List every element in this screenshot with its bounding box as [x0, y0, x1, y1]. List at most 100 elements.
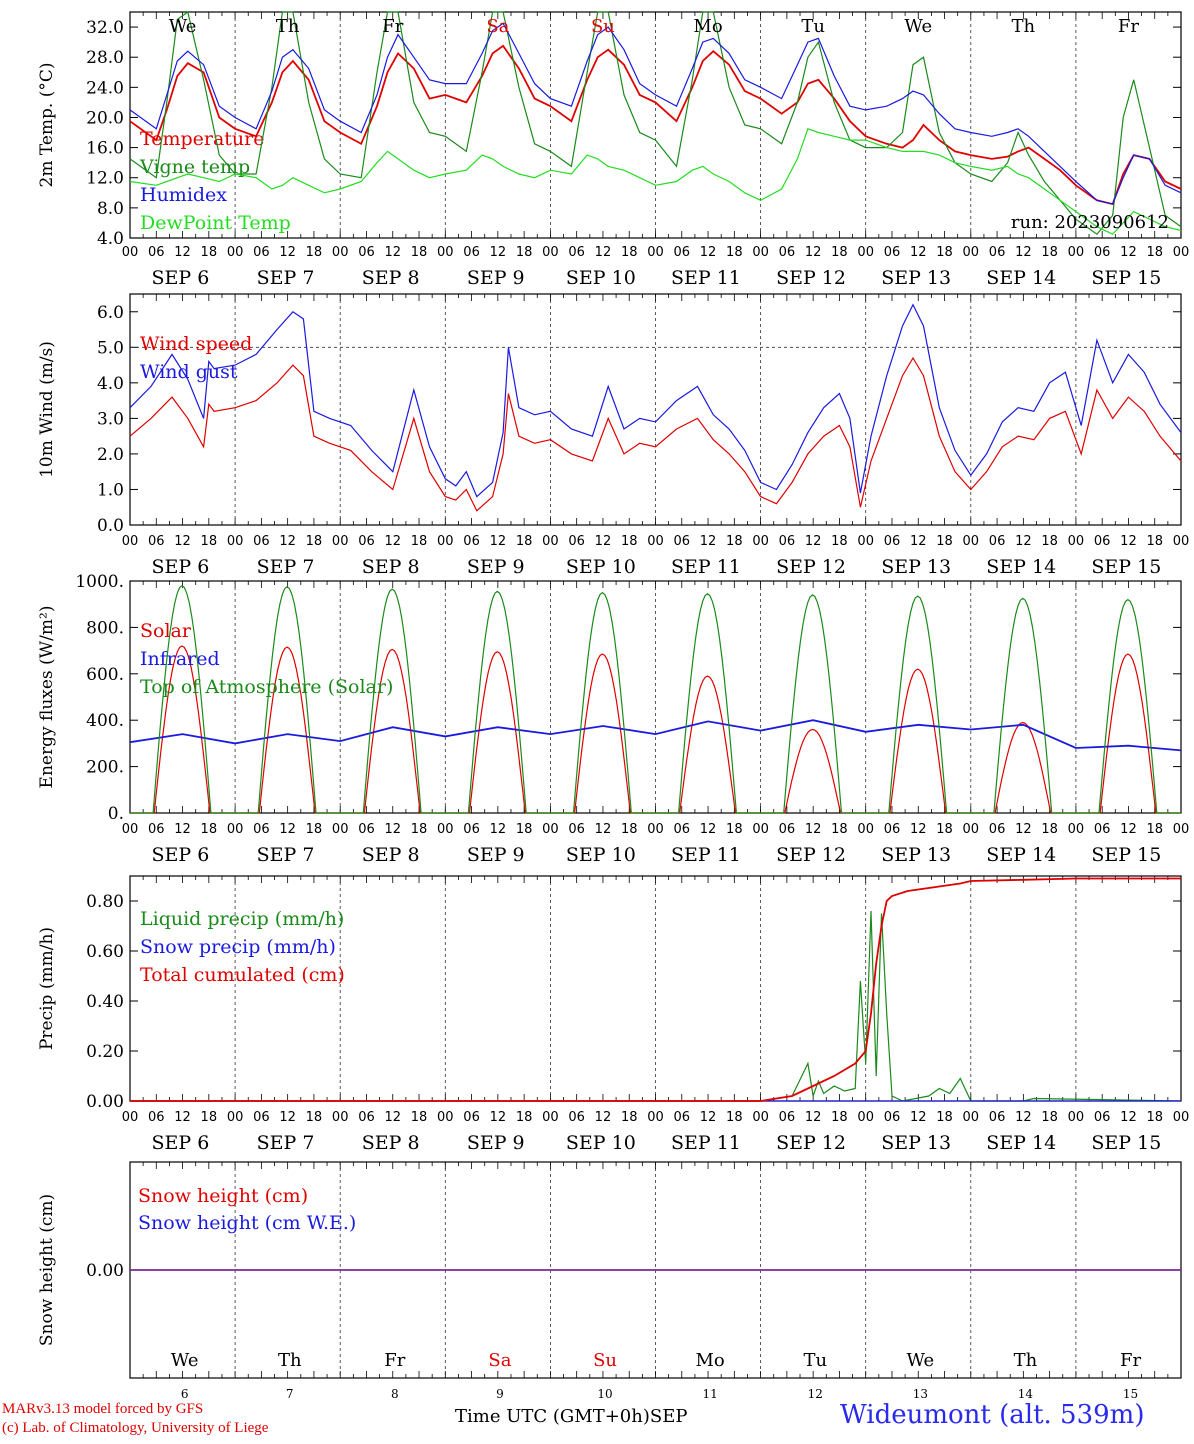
- wind-date-label: SEP 14: [986, 556, 1056, 578]
- temp-hour-label: 12: [805, 245, 822, 260]
- flux-hour-label: 18: [831, 822, 848, 837]
- precip-y-tick-label: 0.80: [86, 892, 124, 912]
- flux-hour-label: 06: [568, 822, 585, 837]
- temp-date-label: SEP 6: [152, 267, 210, 289]
- snow-weekday-label: Sa: [488, 1350, 511, 1371]
- snow-day-number: 8: [391, 1387, 399, 1401]
- precip-hour-label: 12: [1120, 1110, 1137, 1125]
- temp-hour-label: 00: [1173, 245, 1190, 260]
- flux-y-tick-label: 200.: [86, 758, 124, 778]
- temp-hour-label: 00: [542, 245, 559, 260]
- snow-weekday-label: Su: [593, 1350, 617, 1371]
- temp-hour-label: 00: [227, 245, 244, 260]
- wind-hour-label: 12: [910, 534, 927, 549]
- precip-hour-label: 06: [884, 1110, 901, 1125]
- precip-hour-label: 00: [332, 1110, 349, 1125]
- temp-hour-label: 00: [332, 245, 349, 260]
- precip-hour-label: 12: [595, 1110, 612, 1125]
- precip-date-label: SEP 8: [362, 1132, 420, 1154]
- wind-date-label: SEP 6: [152, 556, 210, 578]
- snow-day-number: 6: [181, 1387, 189, 1401]
- weekday-label: Th: [1012, 16, 1036, 37]
- wind-y-tick-label: 3.0: [97, 409, 124, 429]
- snow-day-number: 15: [1123, 1387, 1138, 1401]
- temp-date-label: SEP 14: [986, 267, 1056, 289]
- precip-hour-label: 18: [516, 1110, 533, 1125]
- temp-hour-label: 06: [253, 245, 270, 260]
- temp-hour-label: 12: [384, 245, 401, 260]
- precip-hour-label: 18: [831, 1110, 848, 1125]
- precip-hour-label: 18: [1041, 1110, 1058, 1125]
- flux-hour-label: 06: [779, 822, 796, 837]
- temp-legend-dewpoint-temp: DewPoint Temp: [140, 212, 291, 234]
- precip-hour-label: 06: [253, 1110, 270, 1125]
- flux-hour-label: 18: [1041, 822, 1058, 837]
- flux-hour-label: 18: [411, 822, 428, 837]
- temp-hour-label: 12: [174, 245, 191, 260]
- precip-hour-label: 12: [174, 1110, 191, 1125]
- temp-hour-label: 06: [568, 245, 585, 260]
- weekday-label: We: [169, 16, 197, 37]
- precip-date-label: SEP 14: [986, 1132, 1056, 1154]
- flux-hour-label: 06: [884, 822, 901, 837]
- precip-date-label: SEP 12: [776, 1132, 846, 1154]
- wind-hour-label: 06: [463, 534, 480, 549]
- wind-hour-label: 00: [122, 534, 139, 549]
- flux-hour-label: 12: [700, 822, 717, 837]
- flux-date-label: SEP 10: [566, 844, 636, 866]
- temp-legend-humidex: Humidex: [140, 184, 227, 206]
- temp-hour-label: 12: [490, 245, 507, 260]
- wind-date-label: SEP 7: [257, 556, 315, 578]
- precip-hour-label: 12: [700, 1110, 717, 1125]
- snow-day-number: 9: [496, 1387, 504, 1401]
- wind-y-tick-label: 6.0: [97, 303, 124, 323]
- weekday-label: Fr: [382, 16, 403, 37]
- precip-hour-label: 00: [227, 1110, 244, 1125]
- precip-date-label: SEP 11: [671, 1132, 741, 1154]
- temp-hour-label: 06: [674, 245, 691, 260]
- flux-series-infrared: [129, 719, 1182, 752]
- wind-y-tick-label: 0.0: [97, 516, 124, 536]
- wind-y-tick-label: 2.0: [97, 445, 124, 465]
- flux-hour-label: 06: [148, 822, 165, 837]
- time-axis-label: Time UTC (GMT+0h)SEP: [455, 1406, 687, 1427]
- flux-hour-label: 00: [963, 822, 980, 837]
- temp-legend-temperature: Temperature: [140, 128, 264, 150]
- flux-hour-label: 12: [1015, 822, 1032, 837]
- wind-hour-label: 18: [201, 534, 218, 549]
- temp-y-tick-label: 28.0: [86, 48, 124, 68]
- wind-hour-label: 06: [779, 534, 796, 549]
- temp-y-axis-label: 2m Temp. (°C): [37, 62, 57, 187]
- wind-hour-label: 00: [332, 534, 349, 549]
- temp-hour-label: 06: [358, 245, 375, 260]
- flux-date-label: SEP 8: [362, 844, 420, 866]
- flux-hour-label: 00: [1068, 822, 1085, 837]
- temp-date-label: SEP 15: [1091, 267, 1161, 289]
- precip-hour-label: 18: [411, 1110, 428, 1125]
- flux-legend-solar: Solar: [140, 620, 192, 642]
- snow-day-number: 13: [913, 1387, 928, 1401]
- wind-y-tick-label: 5.0: [97, 338, 124, 358]
- temp-hour-label: 18: [201, 245, 218, 260]
- precip-hour-label: 06: [148, 1110, 165, 1125]
- temp-hour-label: 18: [831, 245, 848, 260]
- flux-y-tick-label: 1000.: [75, 572, 124, 592]
- wind-legend-wind-speed: Wind speed: [140, 333, 252, 355]
- flux-legend-infrared: Infrared: [140, 648, 220, 670]
- precip-y-tick-label: 0.20: [86, 1042, 124, 1062]
- temp-hour-label: 12: [1015, 245, 1032, 260]
- temp-hour-label: 06: [884, 245, 901, 260]
- precip-legend-liquid-precip-mm-h: Liquid precip (mm/h): [140, 908, 344, 930]
- temp-hour-label: 18: [516, 245, 533, 260]
- wind-date-label: SEP 11: [671, 556, 741, 578]
- precip-date-label: SEP 6: [152, 1132, 210, 1154]
- wind-hour-label: 00: [1068, 534, 1085, 549]
- temp-hour-label: 12: [1120, 245, 1137, 260]
- flux-hour-label: 12: [279, 822, 296, 837]
- weekday-label: Su: [591, 16, 615, 37]
- precip-hour-label: 00: [647, 1110, 664, 1125]
- precip-legend-snow-precip-mm-h: Snow precip (mm/h): [140, 936, 336, 958]
- flux-hour-label: 06: [358, 822, 375, 837]
- temp-hour-label: 18: [1146, 245, 1163, 260]
